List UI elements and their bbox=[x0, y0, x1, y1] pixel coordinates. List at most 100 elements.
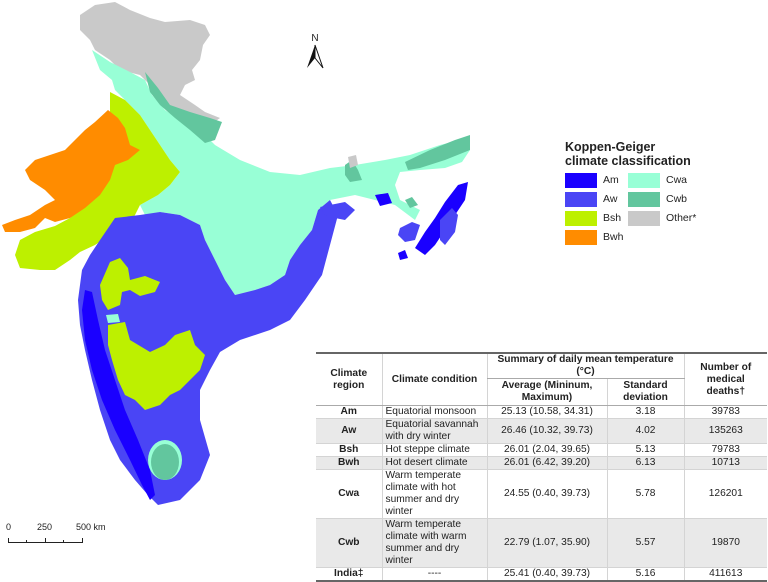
region-cwb-north bbox=[145, 72, 222, 143]
legend-item-bsh: Bsh bbox=[565, 210, 621, 226]
cell-average: 22.79 (1.07, 35.90) bbox=[486, 518, 607, 568]
table-row: Aw Equatorial savannah with dry winter 2… bbox=[316, 418, 767, 444]
cell-condition: ---- bbox=[381, 567, 487, 582]
legend-item-cwa: Cwa bbox=[628, 172, 687, 188]
legend-item-am: Am bbox=[565, 172, 619, 188]
region-other-ne bbox=[348, 155, 358, 168]
cell-region: India‡ bbox=[316, 567, 382, 582]
legend-grid: Am Aw Bsh Bwh Cwa Cwb Other* bbox=[565, 172, 755, 267]
cell-region: Am bbox=[316, 405, 382, 419]
region-cwb-nilgiri-core bbox=[151, 444, 179, 480]
legend-item-other: Other* bbox=[628, 210, 696, 226]
region-aw bbox=[78, 200, 338, 505]
region-other bbox=[80, 2, 220, 125]
region-cwb-ne bbox=[345, 135, 470, 208]
table-row: Am Equatorial monsoon 25.13 (10.58, 34.3… bbox=[316, 405, 767, 419]
cell-std: 3.18 bbox=[606, 405, 684, 419]
cell-region: Bwh bbox=[316, 456, 382, 470]
header-deaths: Number of medical deaths† bbox=[683, 353, 767, 406]
cell-region: Aw bbox=[316, 418, 382, 444]
scale-tick bbox=[8, 538, 9, 543]
legend-label: Other* bbox=[666, 212, 697, 224]
cell-region: Cwb bbox=[316, 518, 382, 568]
cell-std: 5.13 bbox=[606, 443, 684, 457]
cell-region: Cwa bbox=[316, 469, 382, 519]
swatch-bwh bbox=[565, 229, 597, 245]
cell-deaths: 79783 bbox=[683, 443, 767, 457]
cell-deaths: 411613 bbox=[683, 567, 767, 582]
region-bwh bbox=[2, 110, 140, 232]
scale-labels: 0 250 500 km bbox=[4, 522, 114, 534]
header-std: Standard deviation bbox=[606, 378, 684, 406]
cell-condition: Warm temperate climate with hot summer a… bbox=[381, 469, 487, 519]
cell-region: Bsh bbox=[316, 443, 382, 457]
region-cwa-ghats bbox=[106, 314, 120, 323]
header-average: Average (Mininum, Maximum) bbox=[486, 378, 607, 406]
table-row: Bsh Hot steppe climate 26.01 (2.04, 39.6… bbox=[316, 443, 767, 457]
swatch-other bbox=[628, 210, 660, 226]
legend-title-line2: climate classification bbox=[565, 154, 691, 168]
region-aw-ne bbox=[320, 202, 458, 245]
legend-label: Cwa bbox=[666, 174, 688, 186]
cell-condition: Hot desert climate bbox=[381, 456, 487, 470]
india-climate-map bbox=[2, 2, 470, 505]
legend-label: Cwb bbox=[666, 193, 688, 205]
swatch-cwa bbox=[628, 172, 660, 188]
cell-average: 26.46 (10.32, 39.73) bbox=[486, 418, 607, 444]
swatch-am bbox=[565, 172, 597, 188]
legend-title-line1: Koppen-Geiger bbox=[565, 140, 656, 154]
cell-std: 5.57 bbox=[606, 518, 684, 568]
cell-deaths: 126201 bbox=[683, 469, 767, 519]
north-arrow-icon bbox=[307, 44, 324, 69]
cell-condition: Warm temperate climate with warm summer … bbox=[381, 518, 487, 568]
legend: Koppen-Geiger climate classification Am … bbox=[565, 140, 755, 267]
cell-deaths: 10713 bbox=[683, 456, 767, 470]
header-summary: Summary of daily mean temperature (°C) bbox=[486, 353, 684, 379]
table-row: Cwa Warm temperate climate with hot summ… bbox=[316, 469, 767, 519]
cell-std: 6.13 bbox=[606, 456, 684, 470]
scale-label-250: 250 bbox=[37, 522, 53, 532]
scale-tick bbox=[63, 540, 64, 543]
cell-average: 25.41 (0.40, 39.73) bbox=[486, 567, 607, 582]
cell-condition: Equatorial savannah with dry winter bbox=[381, 418, 487, 444]
cell-deaths: 135263 bbox=[683, 418, 767, 444]
scale-tick bbox=[26, 540, 27, 543]
legend-item-aw: Aw bbox=[565, 191, 617, 207]
region-cwa bbox=[92, 50, 470, 295]
legend-label: Aw bbox=[603, 193, 618, 205]
legend-item-bwh: Bwh bbox=[565, 229, 623, 245]
header-climate-condition: Climate condition bbox=[381, 353, 487, 406]
scale-label-0: 0 bbox=[6, 522, 12, 532]
cell-condition: Equatorial monsoon bbox=[381, 405, 487, 419]
cell-std: 4.02 bbox=[606, 418, 684, 444]
legend-item-cwb: Cwb bbox=[628, 191, 687, 207]
swatch-aw bbox=[565, 191, 597, 207]
scale-tick bbox=[82, 538, 83, 543]
table-row-total: India‡ ---- 25.41 (0.40, 39.73) 5.16 411… bbox=[316, 567, 767, 582]
swatch-cwb bbox=[628, 191, 660, 207]
scale-tick bbox=[45, 538, 46, 543]
cell-deaths: 19870 bbox=[683, 518, 767, 568]
legend-label: Bwh bbox=[603, 231, 624, 243]
cell-std: 5.78 bbox=[606, 469, 684, 519]
scale-line bbox=[4, 536, 114, 544]
legend-label: Bsh bbox=[603, 212, 622, 224]
north-label: N bbox=[311, 33, 319, 44]
region-bsh-deccan bbox=[100, 258, 205, 410]
cell-average: 25.13 (10.58, 34.31) bbox=[486, 405, 607, 419]
region-bsh-nw bbox=[15, 92, 180, 270]
table-row: Cwb Warm temperate climate with warm sum… bbox=[316, 518, 767, 568]
header-climate-region: Climate region bbox=[316, 353, 382, 406]
legend-label: Am bbox=[603, 174, 619, 186]
cell-average: 26.01 (6.42, 39.20) bbox=[486, 456, 607, 470]
cell-std: 5.16 bbox=[606, 567, 684, 582]
swatch-bsh bbox=[565, 210, 597, 226]
cell-average: 26.01 (2.04, 39.65) bbox=[486, 443, 607, 457]
scale-label-500: 500 km bbox=[76, 522, 106, 532]
cell-deaths: 39783 bbox=[683, 405, 767, 419]
climate-summary-table: Climate region Climate condition Summary… bbox=[316, 352, 767, 582]
cell-condition: Hot steppe climate bbox=[381, 443, 487, 457]
north-arrow: N bbox=[303, 33, 327, 75]
scale-bar: 0 250 500 km bbox=[4, 522, 114, 544]
table-row: Bwh Hot desert climate 26.01 (6.42, 39.2… bbox=[316, 456, 767, 470]
